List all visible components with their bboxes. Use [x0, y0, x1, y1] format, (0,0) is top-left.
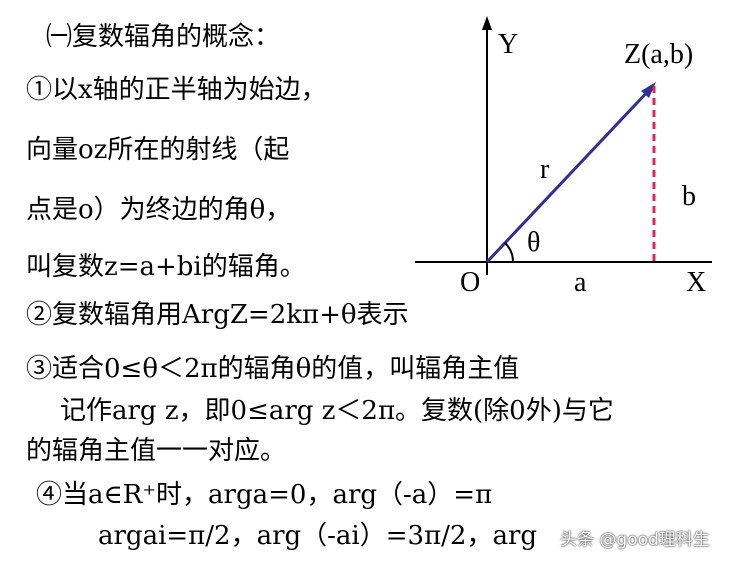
b-label: b	[682, 181, 696, 212]
origin-label: O	[460, 267, 481, 298]
y-axis-arrow-icon	[482, 16, 492, 30]
x-axis-label: X	[686, 267, 707, 298]
a-label: a	[574, 267, 587, 298]
vector-oz	[485, 85, 654, 264]
point-label: Z(a,b)	[624, 39, 694, 70]
vector-label: r	[540, 154, 550, 185]
vector-arrow-icon	[641, 82, 656, 98]
text-line: 记作arg z，即0≤arg z＜2π。复数(除0外)与它	[60, 396, 614, 426]
text-line: argai=π/2，arg（-ai）=3π/2，arg	[98, 521, 538, 551]
text-line: 向量oz所在的射线（起	[26, 135, 290, 165]
section-heading: ㈠复数辐角的概念：	[46, 22, 281, 52]
text-line: ①以x轴的正半轴为始边，	[26, 75, 327, 105]
text-line: 的辐角主值一一对应。	[26, 436, 287, 466]
text-line: ③适合0≤θ＜2π的辐角θ的值，叫辐角主值	[26, 354, 520, 384]
text-line: 叫复数z=a+bi的辐角。	[26, 252, 306, 282]
y-axis-label: Y	[498, 29, 519, 60]
text-line: ②复数辐角用ArgZ=2kπ+θ表示	[26, 300, 409, 330]
watermark: 头条 @good理科生	[560, 530, 710, 550]
text-line: 点是o）为终边的角θ，	[26, 195, 292, 225]
angle-arc	[504, 242, 515, 263]
text-line: ④当a∈R⁺时，arga=0，arg（-a）=π	[36, 480, 493, 510]
angle-label: θ	[527, 227, 541, 258]
